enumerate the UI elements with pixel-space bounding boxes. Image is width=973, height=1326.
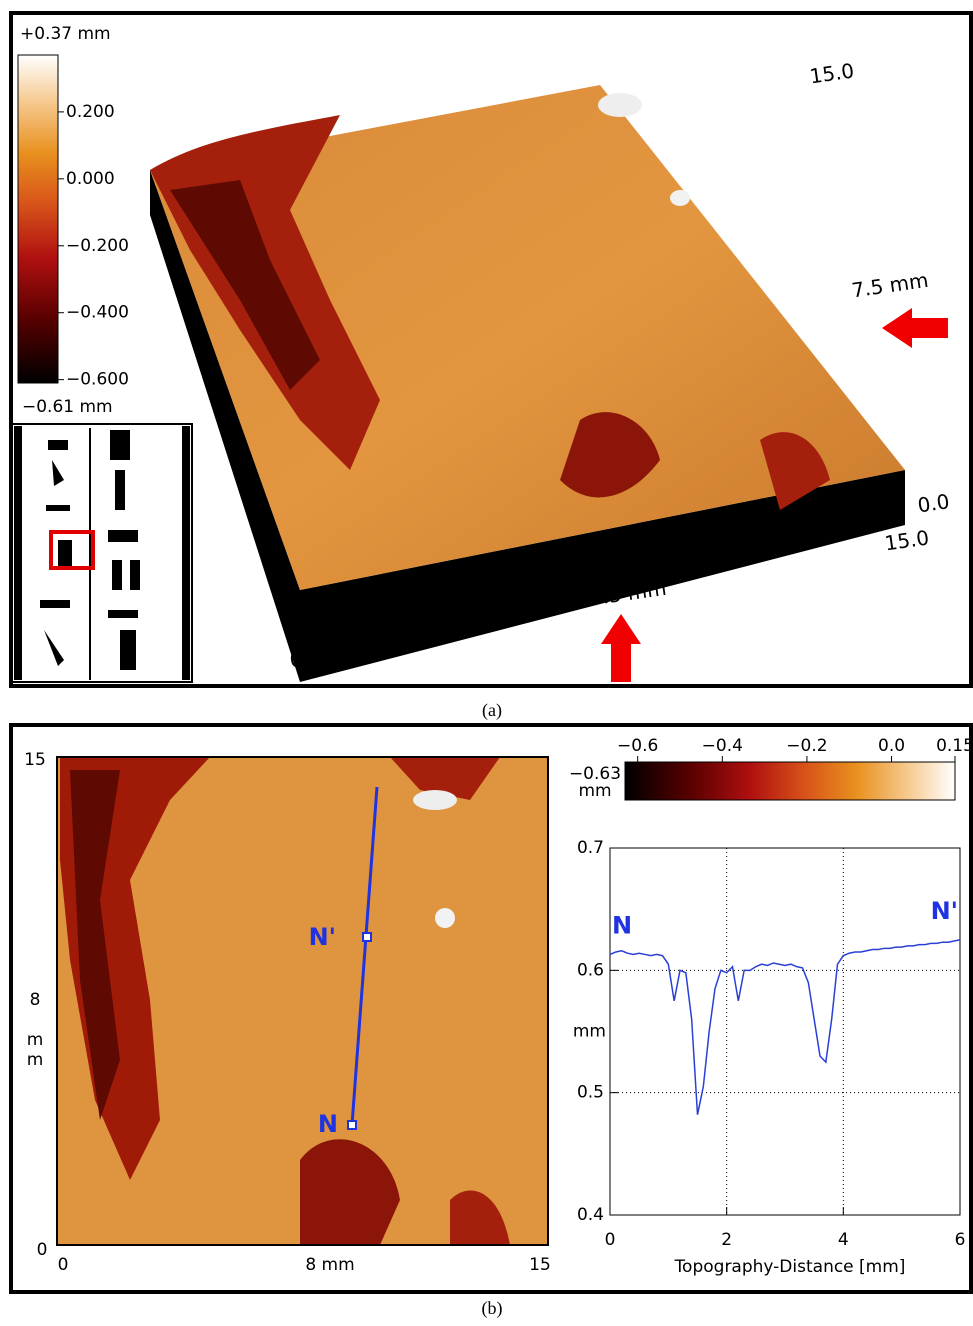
map-x-label: 8 mm [305,1255,354,1275]
arrow [882,308,948,348]
map-x-label: 0 [58,1255,69,1275]
profile-chart: 0 2 4 6 0.4 0.5 0.6 0.7 mm Topography-Distance [m… [573,838,966,1277]
map-y-label: 0 [37,1240,48,1260]
colorbar-a-ticks: 0.200 0.000 −0.200 −0.400 −0.600 [58,102,129,390]
topography-map [56,756,549,1246]
colorbar-b [624,761,956,801]
map-y-label: 8 mm [25,990,45,1070]
colorbar-b-unit: mm [578,781,611,801]
profile-line [609,939,961,1115]
colorbar-max: +0.37 mm [20,24,111,44]
y-tick-label: 0.7 [577,838,604,858]
x-tick-label: 6 [955,1230,966,1250]
annotation: N [612,911,632,939]
x-axis-label: Topography-Distance [mm] [674,1257,906,1277]
y-tick-label: 0.4 [577,1205,604,1225]
colorbar-tick-label: 0.200 [66,102,115,122]
y-tick-label: 0.6 [577,960,604,980]
map-y-label: 15 [24,750,46,770]
caption: (a) [482,700,502,721]
x-tick-label: 4 [838,1230,849,1250]
profile-end-label: N' [309,923,336,951]
plot-frame [609,847,961,1216]
colorbar-b-min: −0.63 [569,764,621,784]
colorbar-tick-label: 0.000 [66,169,115,189]
colorbar-min: −0.61 mm [22,397,113,417]
y-axis-label: mm [573,1022,606,1042]
colorbar-tick-label: −0.4 [702,736,743,756]
colorbar-b-ticks: −0.6 −0.4 −0.2 0.0 0.15 [617,736,973,762]
colorbar-tick-label: −0.2 [786,736,827,756]
surface-3d [150,85,905,682]
colorbar-tick-label: −0.600 [66,370,129,390]
profile-start-label: N [318,1110,338,1138]
map-x-label: 15 [529,1255,551,1275]
axis-label-3d: 0.0 [288,644,323,672]
x-tick-label: 2 [721,1230,732,1250]
colorbar-tick-label: −0.400 [66,303,129,323]
axis-label-3d: 0.0 [916,489,951,517]
inset-tablet [11,423,193,683]
colorbar-tick-label: 0.0 [878,736,905,756]
colorbar-tick-label: 0.15 [936,736,973,756]
colorbar-tick-label: −0.200 [66,236,129,256]
annotation: N' [931,897,958,925]
colorbar-tick-label: −0.6 [617,736,658,756]
y-tick-label: 0.5 [577,1083,604,1103]
colorbar-a [17,54,59,384]
caption: (b) [482,1298,503,1319]
arrow [601,614,641,682]
x-tick-label: 0 [605,1230,616,1250]
